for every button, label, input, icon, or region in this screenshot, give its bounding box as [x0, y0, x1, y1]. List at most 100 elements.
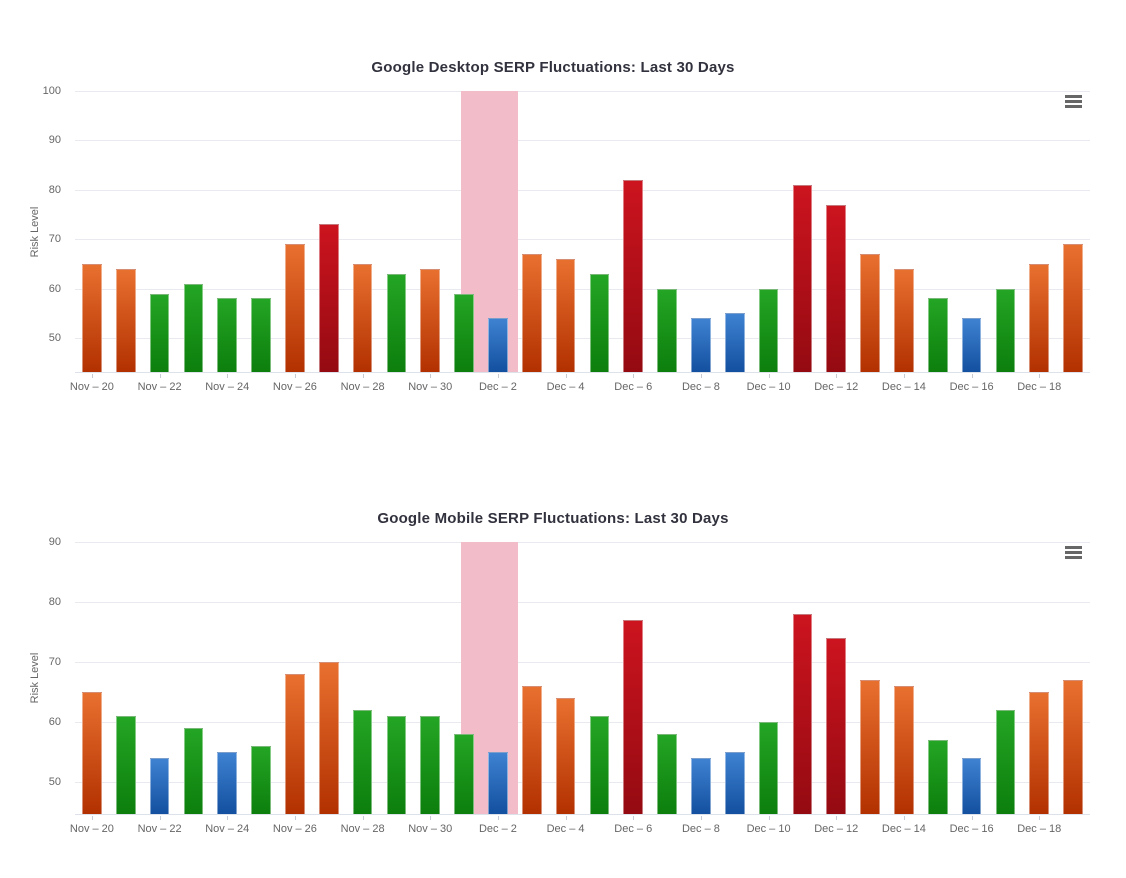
column-bar[interactable]: [318, 224, 339, 373]
column-bar[interactable]: [657, 734, 677, 815]
column-bar[interactable]: [894, 686, 914, 815]
gridline: [75, 782, 1090, 783]
x-axis-label: Nov – 26: [272, 381, 317, 393]
hamburger-menu-icon: [1065, 100, 1082, 103]
column-bar[interactable]: [115, 268, 136, 373]
column-bar[interactable]: [285, 674, 305, 815]
x-axis-label: Dec – 18: [1017, 381, 1062, 393]
column-bar[interactable]: [149, 293, 170, 373]
column-bar[interactable]: [115, 716, 136, 815]
x-axis-tick: [1039, 816, 1041, 820]
column-bar[interactable]: [217, 752, 238, 815]
column-bar[interactable]: [82, 692, 102, 815]
column-bar[interactable]: [792, 614, 813, 815]
column-bar[interactable]: [217, 298, 238, 373]
x-axis-tick: [565, 374, 567, 378]
x-axis-tick: [903, 816, 905, 820]
column-bar[interactable]: [691, 758, 711, 815]
x-axis-label: Dec – 2: [478, 381, 517, 393]
gridline: [75, 602, 1090, 603]
column-bar[interactable]: [860, 680, 880, 815]
x-axis-tick: [430, 816, 432, 820]
column-bar[interactable]: [555, 258, 576, 373]
gridline: [75, 662, 1090, 663]
column-bar[interactable]: [420, 716, 441, 815]
column-bar[interactable]: [758, 722, 779, 815]
column-bar[interactable]: [454, 293, 474, 373]
column-bar[interactable]: [927, 740, 948, 815]
column-bar[interactable]: [657, 288, 677, 373]
x-axis-tick: [159, 374, 161, 378]
column-bar[interactable]: [860, 253, 880, 373]
x-axis-label: Dec – 18: [1017, 823, 1062, 835]
column-bar[interactable]: [1029, 263, 1050, 373]
column-bar[interactable]: [1063, 680, 1083, 815]
gridline: [75, 542, 1090, 543]
x-axis-tick: [836, 374, 838, 378]
column-bar[interactable]: [927, 298, 948, 373]
x-axis-tick: [430, 374, 432, 378]
x-axis-tick: [362, 374, 364, 378]
x-axis-tick: [971, 374, 973, 378]
column-bar[interactable]: [251, 746, 271, 815]
export-menu-button[interactable]: [1065, 95, 1082, 108]
y-axis-labels: 50 60 70 80 90: [0, 536, 68, 815]
x-axis-label: Nov – 24: [205, 823, 250, 835]
x-axis-tick: [497, 816, 499, 820]
x-axis-label: Dec – 2: [478, 823, 517, 835]
column-bar[interactable]: [318, 662, 339, 815]
column-bar[interactable]: [724, 313, 745, 373]
column-bar[interactable]: [623, 620, 644, 815]
column-bar[interactable]: [961, 758, 982, 815]
column-bar[interactable]: [623, 179, 644, 373]
column-bar[interactable]: [691, 318, 711, 373]
y-axis-label: 60: [48, 282, 61, 295]
x-axis-label: Nov – 24: [205, 381, 250, 393]
plot-area: [75, 542, 1090, 815]
column-bar[interactable]: [82, 263, 102, 373]
column-bar[interactable]: [1029, 692, 1050, 815]
column-bar[interactable]: [826, 638, 847, 815]
x-axis-label: Dec – 6: [614, 381, 653, 393]
column-bar[interactable]: [758, 288, 779, 373]
column-bar[interactable]: [995, 288, 1016, 373]
y-axis-label: 60: [48, 716, 61, 728]
column-bar[interactable]: [521, 253, 542, 373]
x-axis-tick: [227, 816, 229, 820]
x-axis-label: Nov – 30: [408, 823, 453, 835]
column-bar[interactable]: [149, 758, 170, 815]
y-axis-label: 70: [48, 656, 61, 668]
column-bar[interactable]: [420, 268, 441, 373]
column-bar[interactable]: [285, 244, 305, 373]
column-bar[interactable]: [589, 716, 610, 815]
column-bar[interactable]: [183, 728, 204, 815]
x-axis-tick: [294, 816, 296, 820]
column-bar[interactable]: [826, 204, 847, 373]
x-axis-tick: [836, 816, 838, 820]
column-bar[interactable]: [1063, 244, 1083, 373]
column-bar[interactable]: [792, 184, 813, 373]
y-axis-label: 80: [48, 596, 61, 608]
y-axis-labels: 50 60 70 80 90 100: [0, 85, 68, 373]
column-bar[interactable]: [386, 273, 407, 373]
column-bar[interactable]: [251, 298, 271, 373]
column-bar[interactable]: [454, 734, 474, 815]
column-bar[interactable]: [961, 318, 982, 373]
column-bar[interactable]: [183, 283, 204, 373]
column-bar[interactable]: [995, 710, 1016, 815]
gridline: [75, 337, 1090, 339]
column-bar[interactable]: [488, 752, 508, 815]
column-bar[interactable]: [352, 263, 373, 373]
column-bar[interactable]: [724, 752, 745, 815]
column-bar[interactable]: [589, 273, 610, 373]
y-axis-label: 50: [48, 331, 61, 344]
column-bar[interactable]: [555, 698, 576, 815]
column-bar[interactable]: [352, 710, 373, 815]
export-menu-button[interactable]: [1065, 546, 1082, 559]
column-bar[interactable]: [521, 686, 542, 815]
x-axis-label: Nov – 20: [69, 823, 114, 835]
column-bar[interactable]: [894, 268, 914, 373]
x-axis-tick: [362, 816, 364, 820]
column-bar[interactable]: [386, 716, 407, 815]
column-bar[interactable]: [488, 318, 508, 373]
